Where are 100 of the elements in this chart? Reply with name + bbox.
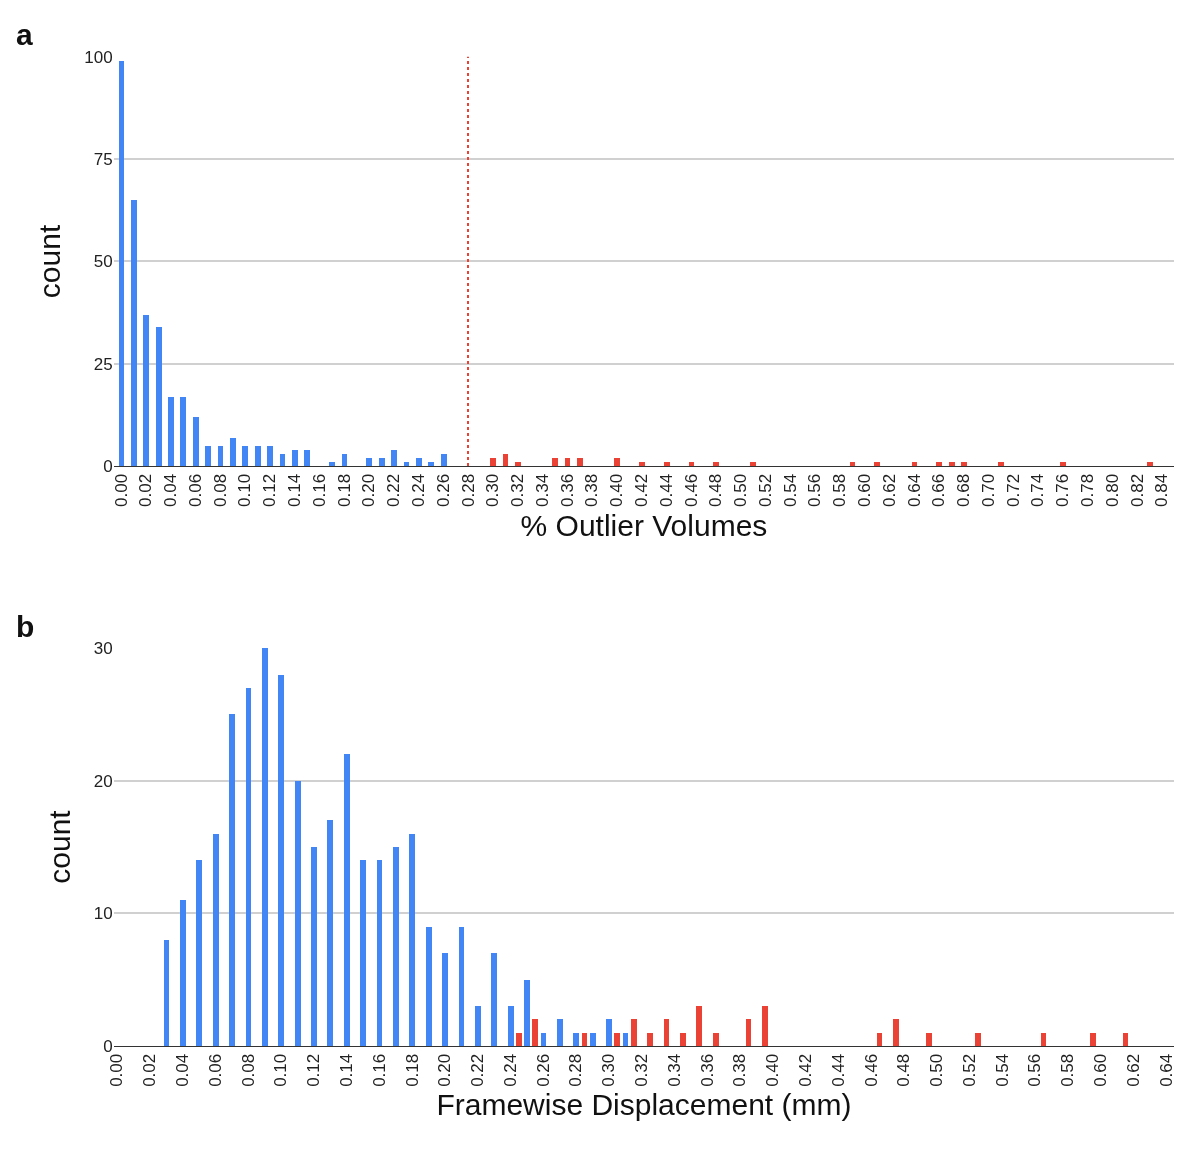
x-tick-label: 0.34 [532,473,552,508]
bar [212,834,219,1046]
bar [911,461,917,466]
bar [425,927,432,1046]
y-tick-label: 25 [93,354,113,374]
bar [576,457,583,466]
x-tick-label: 0.58 [830,473,850,508]
bar [551,457,558,466]
x-tick-label: 0.36 [697,1053,717,1087]
y-tick-label: 10 [93,904,113,924]
bar [572,1033,579,1046]
bar [179,396,186,466]
x-axis-title: % Outlier Volumes [520,508,768,542]
x-axis-title: Framewise Displacement (mm) [436,1088,852,1122]
y-axis-title: count [33,224,67,299]
x-tick-label: 0.72 [1003,473,1023,508]
bar [179,900,186,1046]
bar [712,1033,719,1046]
x-tick-label: 0.54 [780,473,800,508]
bar [359,860,366,1046]
x-tick-label: 0.40 [607,473,627,508]
x-tick-label: 0.08 [210,473,230,508]
bar [254,445,261,466]
x-tick-label: 0.54 [992,1053,1012,1087]
x-tick-label: 0.42 [795,1053,815,1087]
bar [613,457,620,466]
bar [997,461,1004,466]
x-tick-label: 0.32 [632,1053,652,1087]
bar [638,461,645,466]
bar [974,1033,981,1046]
bar [217,445,223,466]
bar [1059,461,1066,466]
bar [261,648,268,1046]
bar [310,847,317,1046]
x-tick-label: 0.60 [855,473,875,508]
bar [935,461,942,466]
bar [489,457,496,466]
x-tick-label: 0.08 [238,1053,258,1087]
x-tick-label: 0.28 [566,1053,586,1087]
x-tick-label: 0.44 [828,1053,848,1087]
x-tick-label: 0.22 [384,473,404,508]
x-tick-label: 0.42 [631,473,651,508]
x-tick-label: 0.74 [1028,473,1048,508]
bar [403,461,409,466]
bar [415,457,422,466]
x-tick-label: 0.50 [927,1053,947,1087]
bar [155,326,162,466]
x-tick-label: 0.52 [959,1053,979,1087]
bar [1040,1033,1046,1046]
bar [663,1019,669,1046]
x-tick-label: 0.28 [458,473,478,508]
x-tick-label: 0.38 [582,473,602,508]
bar [163,940,169,1046]
bar [228,714,235,1046]
x-tick-label: 0.40 [763,1053,783,1087]
bar [303,449,310,466]
bar [507,1006,514,1046]
x-tick-label: 0.06 [185,473,205,508]
bar [266,445,273,466]
bar [1146,461,1153,466]
x-tick-label: 0.10 [235,473,255,508]
x-tick-label: 0.46 [861,1053,881,1087]
y-axis-title: count [42,809,76,884]
bar [229,437,236,466]
x-tick-label: 0.04 [172,1053,192,1087]
bar [589,1033,596,1046]
bar [1089,1033,1096,1046]
bar [376,860,382,1046]
bar [167,396,174,466]
x-tick-label: 0.12 [304,1053,324,1087]
x-tick-label: 0.38 [730,1053,750,1087]
bar [408,834,415,1046]
x-tick-label: 0.50 [731,473,751,508]
bar [849,461,855,466]
bar [556,1019,563,1046]
y-tick-label: 0 [103,1036,113,1056]
bar [613,1033,620,1046]
bar [531,1019,538,1046]
bar [960,461,967,466]
chart-title: b [16,610,35,643]
bar [291,449,298,466]
x-tick-label: 0.14 [285,473,305,508]
x-tick-label: 0.62 [1123,1053,1143,1087]
bar [712,461,719,466]
bar [1122,1033,1128,1046]
bar [195,860,202,1046]
x-tick-label: 0.44 [656,473,676,508]
bar [390,449,397,466]
bar [605,1019,612,1046]
bar [948,461,955,466]
bar [378,457,385,466]
bar [365,457,372,466]
bar [326,820,333,1046]
bar [646,1033,653,1046]
bar [925,1033,932,1046]
bar [328,461,335,466]
bar [474,1006,481,1046]
bar [343,754,350,1046]
bar [663,461,670,466]
x-tick-label: 0.06 [205,1053,225,1087]
